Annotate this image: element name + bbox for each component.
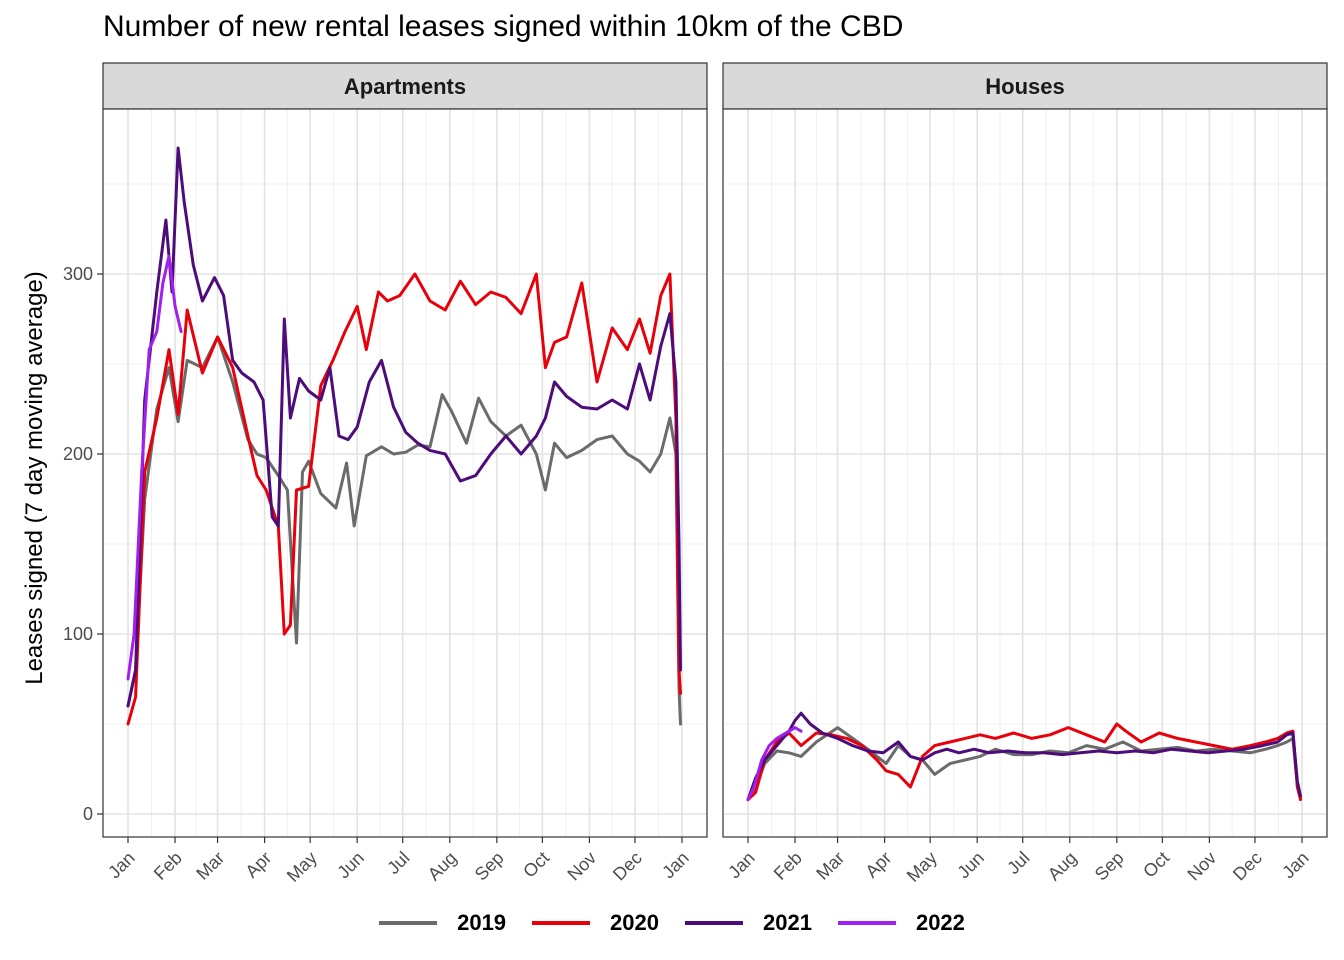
series-line-2021 [126, 146, 682, 708]
series-line-2022 [126, 254, 183, 681]
legend-key [379, 921, 438, 925]
strip-background [722, 62, 1328, 110]
y-tick-label: 100 [63, 624, 93, 644]
legend-label: 2022 [915, 910, 965, 935]
legend-key [532, 921, 591, 925]
y-tick-label: 300 [63, 264, 93, 284]
x-tick-label: Feb [150, 848, 186, 884]
series-line-2021 [746, 711, 1302, 802]
panel-background [103, 109, 707, 837]
chart-title: Number of new rental leases signed withi… [103, 10, 904, 43]
panel-apartments: Apartments 0 100 200 300 Jan Feb Mar Apr May Jun Ju… [63, 62, 708, 886]
x-tick-label: Dec [609, 848, 646, 885]
x-tick-label: Mar [192, 848, 228, 884]
x-tick-label: Jan [1278, 848, 1313, 883]
x-tick-label: Aug [424, 848, 461, 885]
x-tick-label: Jan [658, 848, 693, 883]
legend-item-2020: 2020 [532, 910, 659, 936]
legend: 2019 2020 2021 2022 [0, 900, 1344, 946]
x-tick-label: Aug [1044, 848, 1081, 885]
x-tick-label: Mar [812, 848, 848, 884]
x-tick-label: Jan [104, 848, 139, 883]
panel-border [102, 108, 708, 838]
x-tick-label: Feb [770, 848, 806, 884]
y-axis-label: Leases signed (7 day moving average) [21, 271, 48, 685]
legend-label: 2019 [457, 910, 507, 935]
panel-background [723, 109, 1327, 837]
legend-key [685, 921, 743, 925]
series-line-2022 [746, 726, 803, 802]
strip-label: Houses [985, 74, 1064, 99]
x-tick-label: Apr [241, 848, 275, 882]
legend-item-2022: 2022 [837, 910, 965, 936]
x-tick-label: Jan [724, 848, 759, 883]
series-line-2019 [746, 726, 1302, 802]
x-tick-label: Oct [519, 848, 553, 882]
y-tick-label: 200 [63, 444, 93, 464]
legend-label: 2020 [610, 910, 659, 935]
x-tick-label: Jun [333, 848, 368, 883]
x-tick-label: Nov [1183, 848, 1220, 885]
x-tick-label: Oct [1139, 848, 1173, 882]
x-tick-label: Apr [861, 848, 895, 882]
strip-background [102, 62, 708, 110]
x-tick-label: May [283, 848, 321, 886]
y-tick-label: 0 [83, 804, 93, 824]
legend-key [837, 921, 896, 925]
series-line-2020 [126, 272, 682, 726]
legend-item-2021: 2021 [685, 910, 812, 936]
x-tick-label: Nov [563, 848, 600, 885]
x-tick-label: Dec [1229, 848, 1266, 885]
panel-houses: Houses Jan Feb Mar Apr May Jun Jul Aug Sep Oct Nov D… [722, 62, 1328, 886]
x-tick-label: Sep [1091, 848, 1128, 885]
x-tick-label: Jul [383, 848, 413, 878]
x-tick-label: May [903, 848, 941, 886]
legend-label: 2021 [763, 910, 812, 935]
x-tick-label: Jul [1003, 848, 1033, 878]
strip-label: Apartments [344, 74, 466, 99]
panel-border [722, 108, 1328, 838]
x-tick-label: Sep [471, 848, 508, 885]
x-tick-label: Jun [953, 848, 988, 883]
legend-item-2019: 2019 [379, 910, 506, 936]
